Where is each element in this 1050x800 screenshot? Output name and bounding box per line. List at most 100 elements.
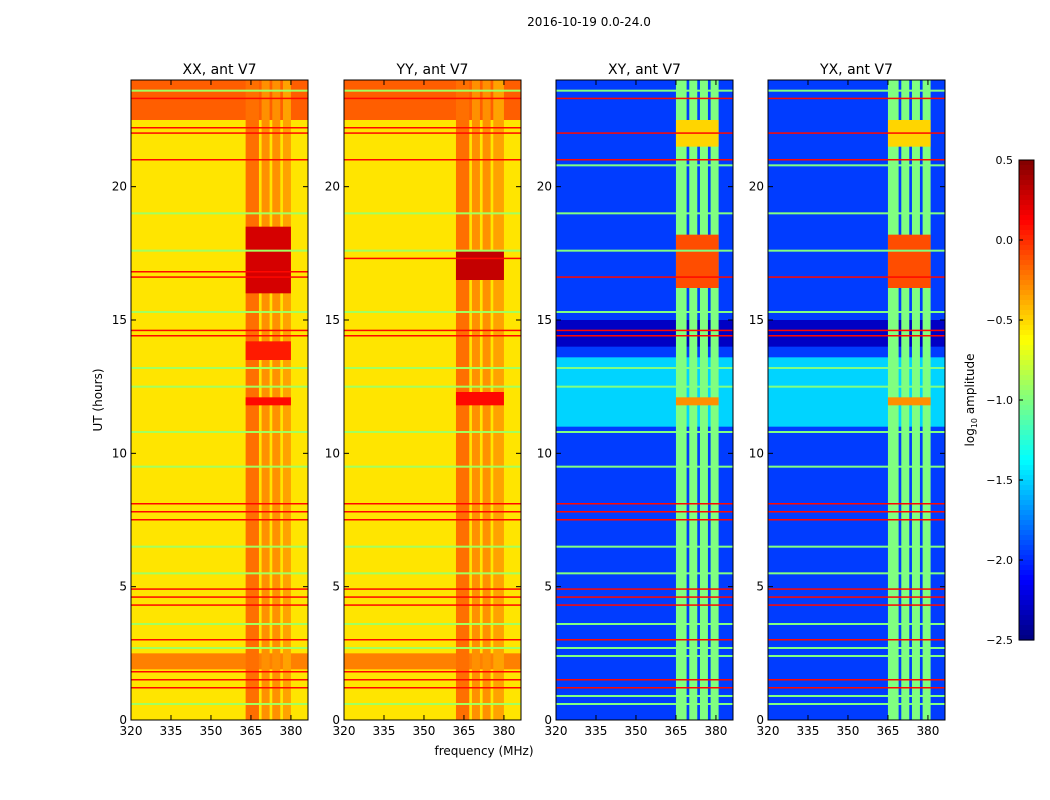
heatmap-rfi-line: [768, 329, 945, 332]
y-tick-label: 10: [112, 446, 127, 460]
x-tick-label: 320: [120, 724, 143, 738]
heatmap-rfi-line: [131, 596, 308, 598]
heatmap-rfi-line: [768, 588, 945, 590]
colorbar-segment: [1019, 450, 1034, 456]
heatmap-row-line: [131, 647, 308, 649]
heatmap-row-line: [768, 311, 945, 313]
colorbar-segment: [1019, 315, 1034, 321]
heatmap-row-line: [556, 367, 733, 369]
heatmap-rfi-line: [556, 511, 733, 513]
heatmap-row-line: [131, 703, 308, 705]
heatmap-rfi-line: [556, 596, 733, 598]
heatmap-row-line: [556, 655, 733, 657]
x-tick-label: 320: [757, 724, 780, 738]
heatmap-rfi-line: [344, 596, 521, 598]
heatmap-rfi-line: [768, 503, 945, 505]
panel-title: YX, ant V7: [819, 62, 893, 78]
heatmap-row-line: [344, 431, 521, 433]
colorbar-segment: [1019, 300, 1034, 306]
colorbar-segment: [1019, 475, 1034, 481]
colorbar-segment: [1019, 170, 1034, 176]
heatmap-region: [675, 234, 719, 288]
colorbar-segment: [1019, 580, 1034, 586]
heatmap-row-line: [768, 367, 945, 369]
heatmap-rfi-line: [556, 604, 733, 606]
heatmap-rfi-line: [556, 276, 733, 278]
x-tick-label: 365: [240, 724, 263, 738]
colorbar-segment: [1019, 395, 1034, 401]
heatmap-row-line: [131, 385, 308, 388]
y-tick-label: 15: [112, 313, 127, 327]
heatmap-row-line: [556, 311, 733, 313]
colorbar-segment: [1019, 195, 1034, 201]
heatmap-rfi-line: [768, 604, 945, 606]
heatmap-rfi-line: [768, 639, 945, 641]
colorbar-segment: [1019, 550, 1034, 556]
heatmap-row-line: [556, 572, 733, 575]
colorbar-segment: [1019, 620, 1034, 626]
colorbar-segment: [1019, 440, 1034, 446]
heatmap-region: [245, 397, 291, 406]
panel-title: XY, ant V7: [608, 62, 681, 78]
heatmap-region: [887, 234, 931, 288]
heatmap-row-line: [344, 311, 521, 313]
heatmap-row-line: [131, 212, 308, 215]
colorbar-segment: [1019, 270, 1034, 276]
y-tick-label: 5: [544, 580, 552, 594]
colorbar-segment: [1019, 515, 1034, 521]
colorbar-segment: [1019, 240, 1034, 246]
colorbar-segment: [1019, 220, 1034, 226]
heatmap-rfi-line: [556, 639, 733, 641]
colorbar-segment: [1019, 485, 1034, 491]
colorbar-segment: [1019, 575, 1034, 581]
colorbar-label: log10 amplitude: [963, 354, 979, 447]
heatmap-rfi-line: [344, 671, 521, 673]
heatmap-row-line: [768, 431, 945, 433]
axes-frame: [130, 79, 309, 721]
colorbar-segment: [1019, 635, 1034, 641]
heatmap-rfi-line: [344, 132, 521, 134]
y-tick-label: 0: [332, 713, 340, 727]
heatmap-row-line: [556, 164, 733, 167]
y-tick-label: 0: [544, 713, 552, 727]
heatmap-rfi-line: [344, 519, 521, 521]
y-tick-label: 10: [537, 446, 552, 460]
heatmap-row-line: [131, 572, 308, 575]
colorbar-segment: [1019, 565, 1034, 571]
colorbar-segment: [1019, 560, 1034, 566]
heatmap-row-line: [768, 89, 945, 92]
colorbar-segment: [1019, 415, 1034, 421]
heatmap-rfi-line: [131, 511, 308, 513]
colorbar-segment: [1019, 455, 1034, 461]
colorbar-segment: [1019, 380, 1034, 386]
colorbar-segment: [1019, 520, 1034, 526]
colorbar-segment: [1019, 370, 1034, 376]
x-tick-label: 350: [625, 724, 648, 738]
heatmap-row-line: [768, 212, 945, 215]
heatmap-row-line: [556, 249, 733, 252]
colorbar-segment: [1019, 200, 1034, 206]
panel-title: YY, ant V7: [396, 62, 469, 78]
colorbar-segment: [1019, 570, 1034, 576]
x-axis-label: frequency (MHz): [434, 744, 533, 758]
heatmap-rfi-line: [768, 687, 945, 689]
heatmap-row-line: [556, 465, 733, 468]
heatmap-rfi-line: [131, 329, 308, 332]
heatmap-region: [675, 397, 719, 406]
heatmap-rfi-line: [768, 511, 945, 513]
colorbar-segment: [1019, 305, 1034, 311]
colorbar-segment: [1019, 295, 1034, 301]
colorbar-segment: [1019, 185, 1034, 191]
heatmap-region: [131, 653, 308, 670]
heatmap-rfi-line: [768, 159, 945, 161]
heatmap-row-line: [768, 465, 945, 468]
colorbar-segment: [1019, 375, 1034, 381]
x-tick-label: 365: [453, 724, 476, 738]
heatmap-rfi-line: [768, 679, 945, 681]
x-tick-label: 365: [877, 724, 900, 738]
heatmap-rfi-line: [556, 588, 733, 590]
colorbar-segment: [1019, 250, 1034, 256]
heatmap-rfi-line: [131, 687, 308, 689]
colorbar-segment: [1019, 340, 1034, 346]
heatmap-region: [887, 397, 931, 406]
